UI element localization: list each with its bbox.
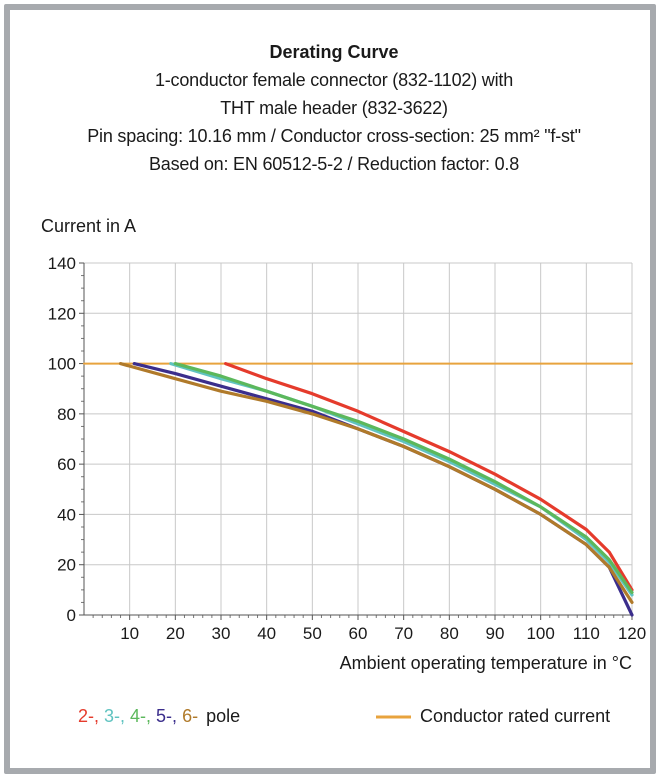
series-line-6 [118, 362, 634, 605]
y-tick-label: 40 [57, 505, 76, 524]
y-tick-label: 60 [57, 455, 76, 474]
y-tick-label: 0 [67, 606, 76, 625]
x-tick-label: 90 [486, 624, 505, 643]
chart-title: Derating Curve [269, 42, 399, 62]
x-tick-label: 110 [573, 624, 600, 643]
legend-pole-3: 3-, [104, 706, 130, 726]
y-axis-label: Current in A [41, 216, 136, 236]
x-tick-label: 80 [440, 624, 459, 643]
series-line-4 [173, 362, 634, 595]
series-line-2 [224, 362, 634, 592]
x-tick-label: 70 [394, 624, 413, 643]
legend-pole-suffix: pole [206, 706, 240, 726]
legend-rated-label: Conductor rated current [420, 706, 610, 726]
chart-title-block: Derating Curve 1-conductor female connec… [0, 38, 668, 178]
chart-axes: 10 20 30 40 50 60 70 80 90 100 110 120 0 20 40 60 80 100 1… [48, 254, 647, 643]
chart-series [83, 362, 634, 617]
legend-poles: 2-, 3-, 4-, 5-, 6- pole [78, 706, 240, 726]
x-tick-label: 10 [120, 624, 139, 643]
y-tick-label: 80 [57, 405, 76, 424]
legend-pole-2: 2-, [78, 706, 104, 726]
chart-subtitle-2: THT male header (832-3622) [220, 98, 448, 118]
legend-pole-6: 6- [182, 706, 198, 726]
chart-grid [84, 262, 633, 616]
x-tick-label: 40 [257, 624, 276, 643]
series-line-5 [132, 362, 634, 617]
x-tick-label: 30 [212, 624, 231, 643]
chart-legend: 2-, 3-, 4-, 5-, 6- pole Conductor rated cu… [78, 706, 610, 726]
legend-pole-4: 4-, [130, 706, 156, 726]
x-axis-label: Ambient operating temperature in °C [340, 653, 632, 673]
y-tick-label: 140 [48, 254, 76, 273]
y-tick-label: 120 [48, 304, 76, 323]
chart-subtitle-3: Pin spacing: 10.16 mm / Conductor cross-… [87, 126, 581, 146]
x-tick-label: 120 [618, 624, 646, 643]
x-tick-label: 60 [349, 624, 368, 643]
y-tick-label: 20 [57, 556, 76, 575]
chart-frame [4, 4, 656, 774]
series-line-3 [169, 362, 634, 597]
x-tick-label: 100 [526, 624, 554, 643]
chart-subtitle-4: Based on: EN 60512-5-2 / Reduction facto… [148, 154, 520, 174]
y-tick-label: 100 [48, 355, 76, 374]
x-tick-label: 20 [166, 624, 185, 643]
x-tick-label: 50 [303, 624, 322, 643]
chart-subtitle-1: 1-conductor female connector (832-1102) … [154, 70, 514, 90]
legend-pole-5: 5-, [156, 706, 182, 726]
